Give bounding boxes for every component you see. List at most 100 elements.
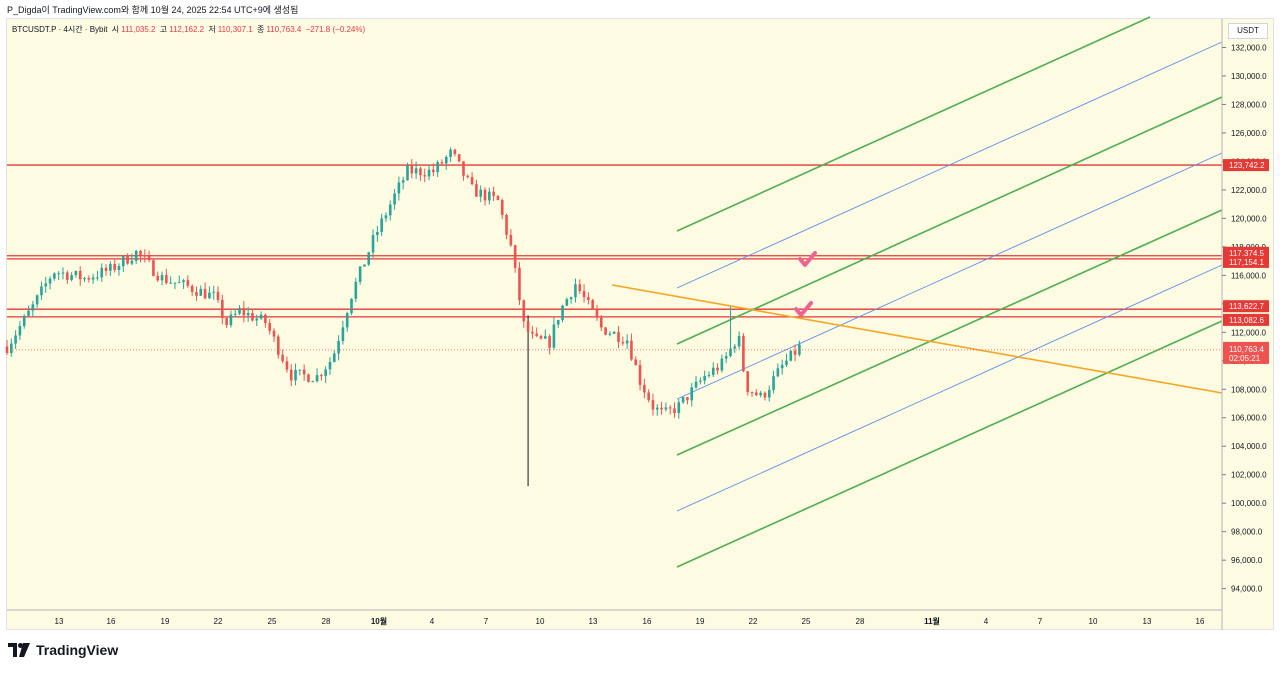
candle-body [574, 284, 577, 298]
candle-body [238, 308, 241, 314]
candle-body [496, 195, 500, 201]
candle-body [182, 280, 185, 283]
candle-body [272, 330, 276, 337]
candle-body [677, 402, 681, 414]
candle-body [789, 350, 793, 361]
price-tick-label: 116,000.0 [1231, 271, 1267, 280]
candle-body [548, 336, 551, 348]
price-tick-label: 102,000.0 [1231, 471, 1267, 480]
candle-body [203, 288, 207, 299]
candle-body [755, 392, 758, 396]
candle-body [48, 278, 52, 284]
candle-body [539, 335, 543, 339]
candle-body [324, 369, 327, 377]
candle-body [604, 327, 607, 335]
candle-body [457, 154, 461, 162]
candle-body [78, 270, 82, 280]
bar-countdown-label: 02:05:21 [1229, 354, 1261, 363]
candle-body [61, 272, 65, 274]
candle-body [57, 273, 60, 275]
time-tick-label: 16 [643, 617, 652, 626]
candle-body [500, 200, 504, 216]
candle-body [681, 397, 685, 403]
change-value: −271.8 (−0.24%) [305, 25, 366, 34]
candle-body [376, 231, 379, 236]
time-tick-label: 10 [1089, 617, 1098, 626]
candle-body [647, 392, 650, 401]
time-tick-label: 25 [268, 617, 277, 626]
candle-body [113, 264, 116, 270]
candle-body [246, 313, 250, 316]
candle-body [746, 371, 750, 393]
level-price-badge [1223, 313, 1269, 326]
chart-frame[interactable] [6, 18, 1274, 630]
candle-body [449, 149, 452, 158]
candle-body [578, 284, 582, 292]
tradingview-logo: TradingView [8, 642, 118, 658]
candle-body [651, 400, 655, 410]
candle-body [160, 275, 164, 281]
time-tick-label: 25 [802, 617, 811, 626]
median-line [676, 152, 1223, 400]
brand-name: TradingView [36, 642, 119, 658]
candle-body [518, 267, 521, 301]
candle-body [729, 348, 732, 357]
candle-body [87, 277, 91, 280]
level-price-label: 113,082.6 [1229, 316, 1265, 325]
candle-body [561, 305, 564, 321]
candle-body [483, 189, 487, 201]
candle-body [285, 361, 289, 370]
candle-body [126, 256, 129, 264]
candle-body [320, 375, 323, 377]
candle-body [587, 297, 590, 301]
candle-body [475, 184, 478, 197]
candle-body [195, 291, 198, 296]
low-label: 저 [208, 25, 216, 34]
time-tick-label: 10월 [371, 616, 387, 626]
time-tick-label: 11월 [924, 616, 940, 626]
candle-body [121, 256, 125, 267]
candle-body [358, 266, 362, 282]
candle-body [147, 256, 151, 261]
candle-body [565, 299, 569, 306]
candle-body [492, 191, 495, 196]
candle-body [242, 308, 246, 316]
candle-body [716, 367, 719, 371]
candle-body [255, 318, 259, 321]
candle-body [733, 346, 737, 349]
price-tick-label: 132,000.0 [1231, 43, 1267, 52]
candle-body [643, 384, 646, 393]
time-tick-label: 13 [1143, 617, 1152, 626]
close-value: 110,763.4 [266, 25, 302, 34]
close-label: 종 [256, 25, 265, 34]
candle-body [401, 180, 405, 183]
level-price-label: 117,374.5 [1229, 249, 1265, 258]
candle-body [169, 282, 172, 284]
candle-body [186, 280, 190, 286]
candle-body [793, 350, 797, 355]
price-tick-label: 100,000.0 [1231, 499, 1267, 508]
candle-body [617, 331, 620, 343]
candle-body [328, 362, 332, 370]
trend-line [611, 284, 1223, 394]
currency-selector[interactable]: USDT [1228, 23, 1268, 39]
candle-body [233, 313, 237, 315]
candle-body [737, 336, 741, 347]
level-price-badge [1223, 246, 1269, 259]
candle-body [350, 298, 353, 314]
channel-line [676, 209, 1223, 456]
price-tick-label: 104,000.0 [1231, 442, 1267, 451]
candle-body [569, 297, 573, 300]
candle-body [22, 315, 26, 327]
candle-body [453, 149, 457, 155]
time-tick-label: 7 [1038, 617, 1043, 626]
candle-body [531, 331, 534, 334]
candle-body [83, 277, 86, 280]
price-tick-label: 130,000.0 [1231, 72, 1267, 81]
candle-body [173, 282, 177, 284]
candle-body [221, 299, 224, 318]
candle-body [621, 342, 625, 344]
candle-body [104, 267, 108, 271]
candle-body [526, 321, 530, 332]
